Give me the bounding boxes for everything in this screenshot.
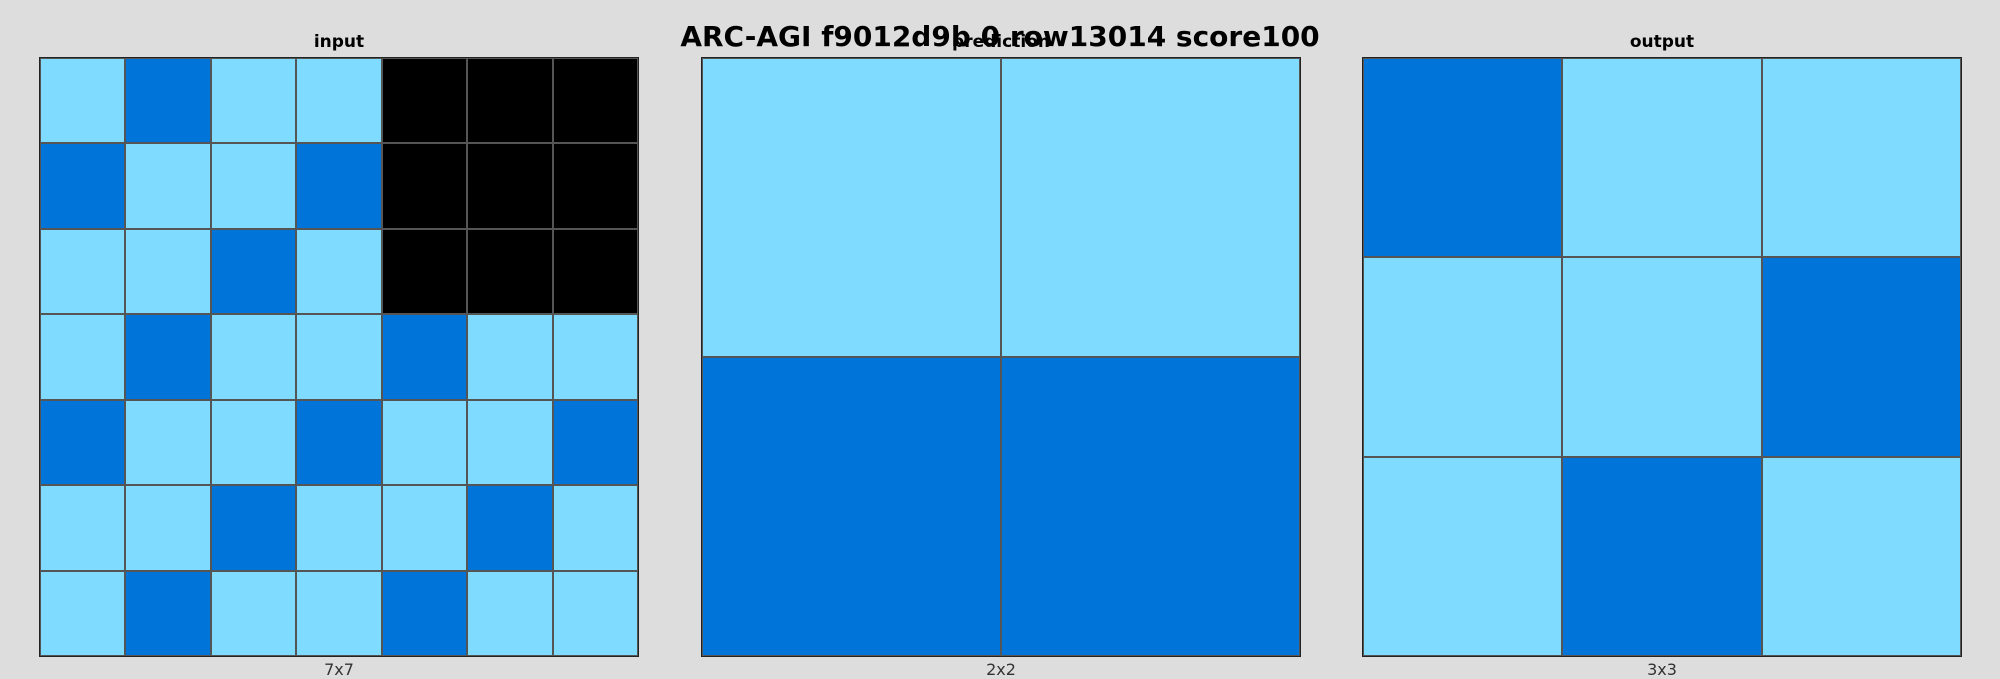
input-cell-r2-c0 <box>40 228 126 315</box>
input-panel: input 7x7 <box>39 32 639 679</box>
input-cell-r2-c3 <box>296 228 382 315</box>
output-cell-r0-c2 <box>1761 58 1961 258</box>
prediction-grid-size: 2x2 <box>986 660 1016 679</box>
input-cell-r6-c1 <box>125 570 211 656</box>
input-cell-r3-c2 <box>210 314 297 400</box>
prediction-panel: prediction 2x2 <box>701 32 1301 679</box>
input-cell-r3-c3 <box>296 314 382 400</box>
input-cell-r6-c4 <box>381 570 468 656</box>
input-cell-r4-c5 <box>467 399 553 486</box>
prediction-cell-r1-c0 <box>702 357 1001 656</box>
input-cell-r5-c2 <box>210 485 297 571</box>
input-cell-r4-c0 <box>40 399 126 486</box>
input-cell-r0-c4 <box>381 58 468 144</box>
input-cell-r5-c0 <box>40 485 126 571</box>
input-cell-r3-c6 <box>552 314 638 400</box>
prediction-grid <box>701 57 1301 657</box>
input-cell-r2-c2 <box>210 228 297 315</box>
input-cell-r0-c3 <box>296 58 382 144</box>
input-cell-r5-c3 <box>296 485 382 571</box>
output-cell-r1-c0 <box>1363 257 1563 457</box>
output-panel-label: output <box>1629 32 1695 52</box>
input-panel-label: input <box>313 32 365 52</box>
input-cell-r2-c4 <box>381 228 468 315</box>
input-cell-r4-c1 <box>125 399 211 486</box>
output-grid-size: 3x3 <box>1647 660 1677 679</box>
output-cell-r0-c0 <box>1363 58 1563 258</box>
input-cell-r1-c0 <box>40 143 126 229</box>
output-cell-r2-c2 <box>1761 456 1961 656</box>
input-cell-r1-c3 <box>296 143 382 229</box>
figure-title: ARC-AGI f9012d9b 0 row13014 score100 <box>680 20 1320 53</box>
input-cell-r1-c1 <box>125 143 211 229</box>
input-cell-r4-c3 <box>296 399 382 486</box>
input-cell-r6-c5 <box>467 570 553 656</box>
input-cell-r1-c2 <box>210 143 297 229</box>
input-cell-r3-c4 <box>381 314 468 400</box>
input-cell-r1-c5 <box>467 143 553 229</box>
input-cell-r6-c3 <box>296 570 382 656</box>
input-cell-r4-c4 <box>381 399 468 486</box>
input-cell-r5-c4 <box>381 485 468 571</box>
input-cell-r0-c5 <box>467 58 553 144</box>
input-cell-r0-c1 <box>125 58 211 144</box>
input-cell-r2-c6 <box>552 228 638 315</box>
input-cell-r3-c1 <box>125 314 211 400</box>
prediction-cell-r0-c0 <box>702 58 1001 357</box>
input-cell-r0-c6 <box>552 58 638 144</box>
output-grid <box>1362 57 1962 657</box>
input-cell-r6-c6 <box>552 570 638 656</box>
output-cell-r1-c1 <box>1562 257 1762 457</box>
output-cell-r0-c1 <box>1562 58 1762 258</box>
input-cell-r6-c0 <box>40 570 126 656</box>
input-cell-r1-c4 <box>381 143 468 229</box>
output-cell-r1-c2 <box>1761 257 1961 457</box>
input-cell-r1-c6 <box>552 143 638 229</box>
input-cell-r6-c2 <box>210 570 297 656</box>
output-panel: output 3x3 <box>1362 32 1962 679</box>
prediction-cell-r1-c1 <box>1001 357 1300 656</box>
prediction-panel-label: prediction <box>952 32 1050 52</box>
input-cell-r2-c1 <box>125 228 211 315</box>
input-cell-r3-c0 <box>40 314 126 400</box>
input-cell-r5-c6 <box>552 485 638 571</box>
prediction-cell-r0-c1 <box>1001 58 1300 357</box>
input-cell-r2-c5 <box>467 228 553 315</box>
input-cell-r4-c6 <box>552 399 638 486</box>
input-cell-r5-c5 <box>467 485 553 571</box>
output-cell-r2-c0 <box>1363 456 1563 656</box>
input-cell-r0-c0 <box>40 58 126 144</box>
input-grid <box>39 57 639 657</box>
input-cell-r3-c5 <box>467 314 553 400</box>
output-cell-r2-c1 <box>1562 456 1762 656</box>
input-cell-r0-c2 <box>210 58 297 144</box>
input-grid-size: 7x7 <box>324 660 354 679</box>
input-cell-r5-c1 <box>125 485 211 571</box>
input-cell-r4-c2 <box>210 399 297 486</box>
